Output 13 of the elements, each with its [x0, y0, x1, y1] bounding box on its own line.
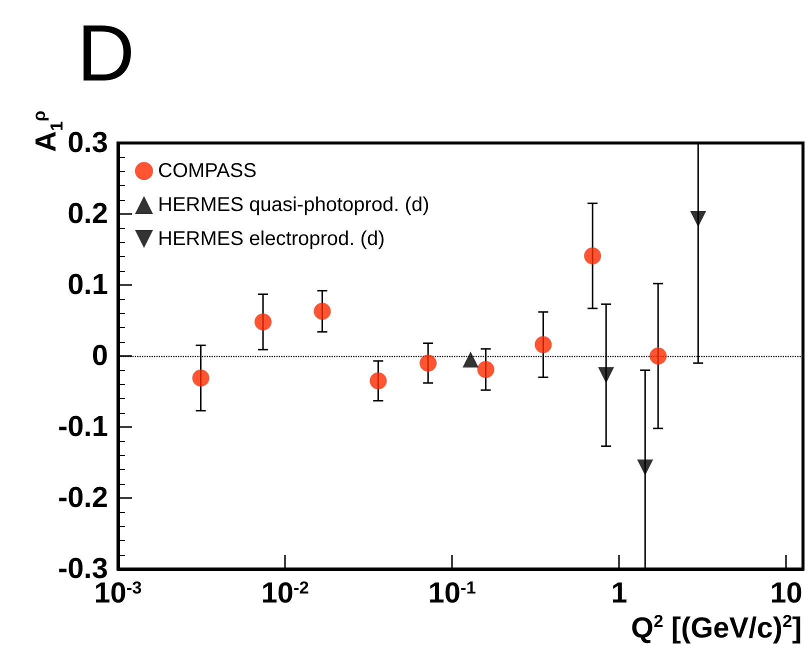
y-tick-label: 0.3: [68, 127, 108, 159]
y-tick-label: 0: [92, 340, 108, 372]
x-tick-label: 1: [611, 578, 628, 610]
y-tick-label: -0.2: [58, 482, 108, 514]
x-axis-title: Q$^{2}$ [(GeV/c)$^{2}$]: [631, 611, 802, 646]
legend-label: HERMES electroprod. (d): [158, 228, 385, 250]
y-tick-label: 0.1: [68, 269, 108, 301]
legend-label: HERMES quasi-photoprod. (d): [158, 194, 430, 216]
y-tick-label: 0.2: [68, 198, 108, 230]
x-tick-label: 10: [770, 578, 802, 610]
y-tick-label: -0.1: [58, 411, 108, 443]
chart-title: D: [77, 8, 135, 98]
legend-label: COMPASS: [158, 160, 257, 182]
